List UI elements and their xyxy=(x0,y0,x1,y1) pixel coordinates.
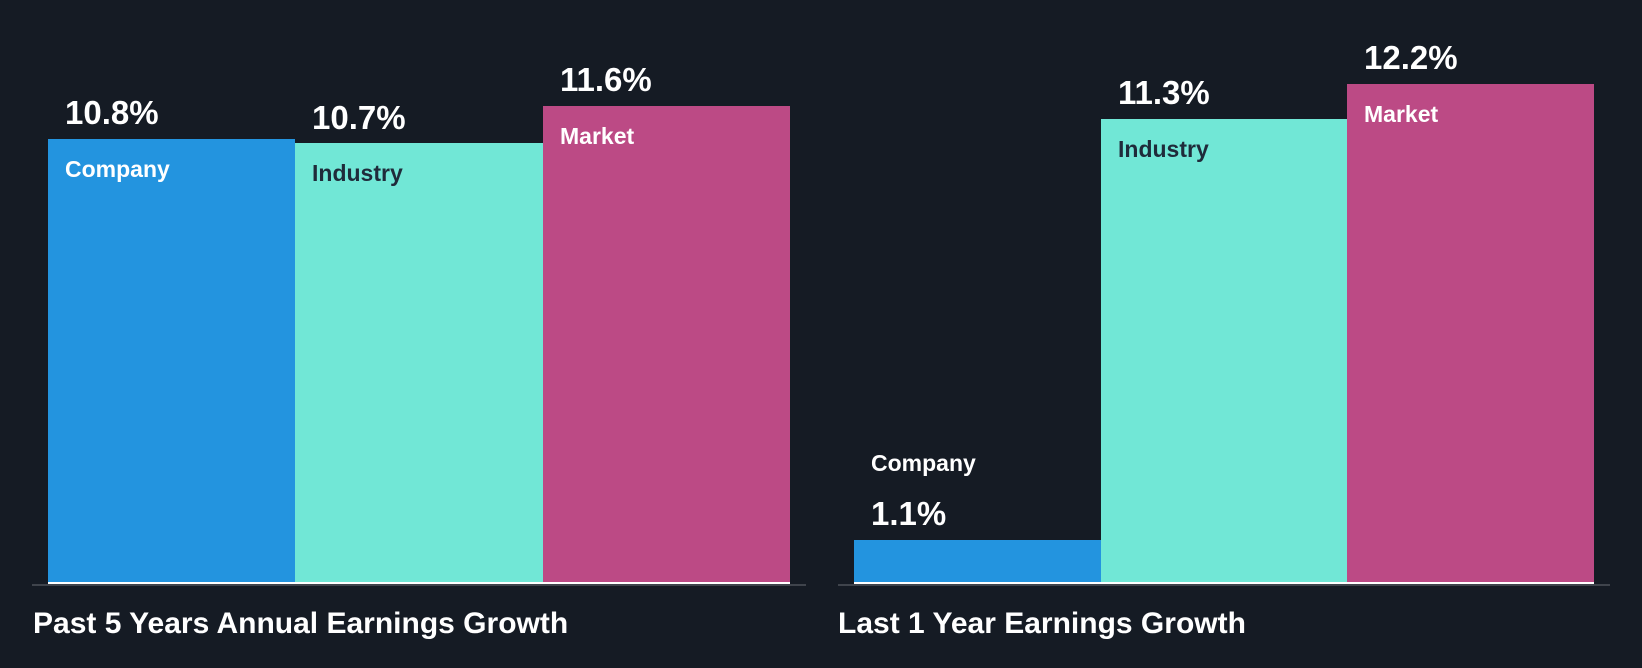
bar-market xyxy=(543,106,790,582)
bar-label-industry: Industry xyxy=(1118,136,1209,162)
bar-label-market: Market xyxy=(560,123,635,149)
bar-company xyxy=(854,540,1101,582)
bar-label-market: Market xyxy=(1364,101,1439,127)
baseline xyxy=(854,582,1594,584)
bar-label-company: Company xyxy=(871,450,976,476)
bar-industry xyxy=(295,143,543,582)
bar-label-company: Company xyxy=(65,156,170,182)
bar-industry xyxy=(1101,119,1347,582)
chart-title: Last 1 Year Earnings Growth xyxy=(838,607,1246,640)
chart-title: Past 5 Years Annual Earnings Growth xyxy=(33,607,569,640)
value-label-market: 12.2% xyxy=(1364,39,1458,76)
value-label-company: 1.1% xyxy=(871,495,947,532)
value-label-industry: 10.7% xyxy=(312,99,406,136)
bar-market xyxy=(1347,84,1594,582)
past-5-years-chart: 10.8% 10.7% 11.6% Company Industry Marke… xyxy=(0,0,820,668)
bar-label-industry: Industry xyxy=(312,160,403,186)
x-axis xyxy=(32,584,806,586)
bar-company xyxy=(48,139,295,582)
value-label-company: 10.8% xyxy=(65,94,159,131)
value-label-industry: 11.3% xyxy=(1118,74,1210,111)
x-axis xyxy=(838,584,1610,586)
baseline xyxy=(48,582,790,584)
value-label-market: 11.6% xyxy=(560,61,652,98)
